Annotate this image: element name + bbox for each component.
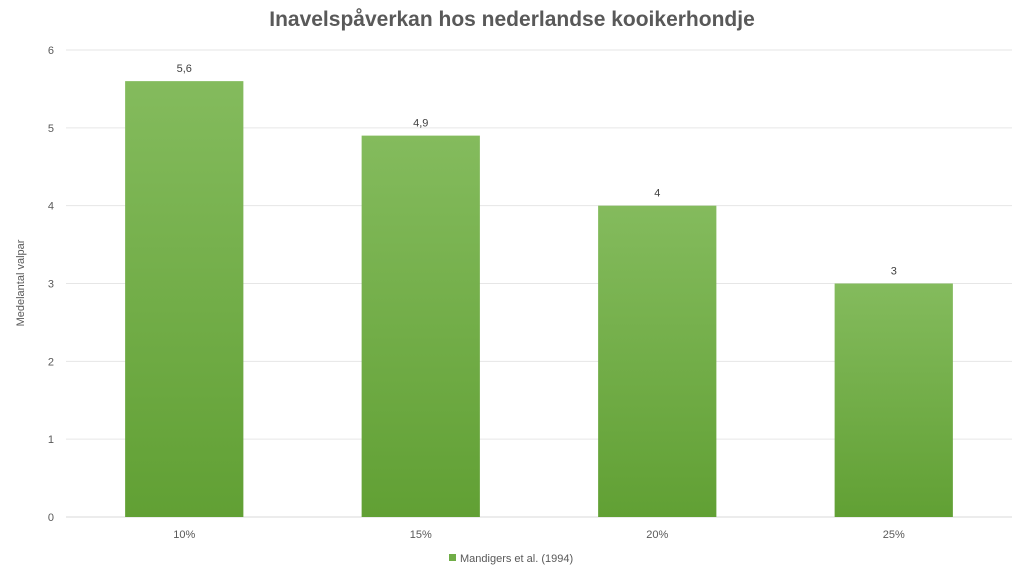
y-tick-label: 5 xyxy=(48,123,54,135)
data-label: 4 xyxy=(654,188,660,200)
x-axis-ticks: 10% 15% 20% 25% xyxy=(173,529,905,541)
bar xyxy=(125,81,244,517)
data-label: 5,6 xyxy=(177,63,192,75)
x-tick-label: 15% xyxy=(410,529,432,541)
x-tick-label: 10% xyxy=(173,529,195,541)
y-tick-label: 0 xyxy=(48,512,54,524)
legend-swatch xyxy=(449,554,456,561)
x-tick-label: 20% xyxy=(646,529,668,541)
bar xyxy=(361,135,480,517)
y-tick-label: 1 xyxy=(48,434,54,446)
y-axis-title: Medelantal valpar xyxy=(15,239,27,326)
legend: Mandigers et al. (1994) xyxy=(449,553,573,565)
y-axis-ticks: 0 1 2 3 4 5 6 xyxy=(48,45,54,524)
y-tick-label: 6 xyxy=(48,45,54,57)
legend-label: Mandigers et al. (1994) xyxy=(460,553,573,565)
y-tick-label: 3 xyxy=(48,279,54,291)
data-label: 4,9 xyxy=(413,118,428,130)
bar xyxy=(834,283,953,517)
chart-title: Inavelspåverkan hos nederlandse kooikerh… xyxy=(269,8,755,31)
data-label: 3 xyxy=(891,266,897,278)
bar xyxy=(598,205,717,517)
bars xyxy=(125,81,953,517)
y-tick-label: 2 xyxy=(48,356,54,368)
data-labels: 5,6 4,9 4 3 xyxy=(177,63,897,277)
y-tick-label: 4 xyxy=(48,201,54,213)
x-tick-label: 25% xyxy=(883,529,905,541)
